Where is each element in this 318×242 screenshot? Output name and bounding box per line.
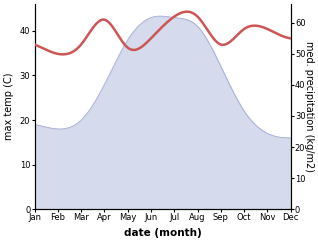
Y-axis label: max temp (C): max temp (C) — [4, 73, 14, 140]
X-axis label: date (month): date (month) — [124, 228, 202, 238]
Y-axis label: med. precipitation (kg/m2): med. precipitation (kg/m2) — [304, 41, 314, 172]
